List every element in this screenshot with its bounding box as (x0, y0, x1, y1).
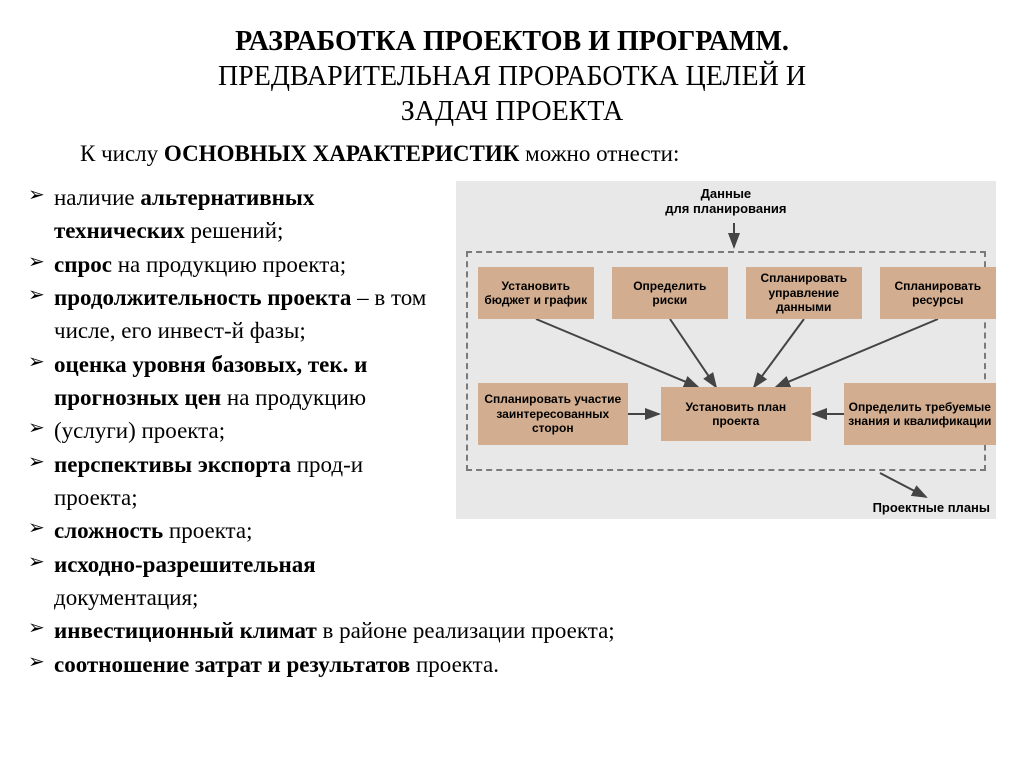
bullet-item: (услуги) проекта; (28, 414, 446, 447)
planning-flowchart: Данныедля планирования Установить бюджет… (456, 181, 996, 519)
intro-bold: ОСНОВНЫХ ХАРАКТЕРИСТИК (164, 141, 520, 166)
flowchart-arrow (880, 473, 926, 497)
title-line-2: ПРЕДВАРИТЕЛЬНАЯ ПРОРАБОТКА ЦЕЛЕЙ И (28, 59, 996, 94)
intro-prefix: К числу (80, 141, 164, 166)
slide-title: РАЗРАБОТКА ПРОЕКТОВ И ПРОГРАММ. ПРЕДВАРИ… (28, 24, 996, 129)
bullet-item: наличие альтернативных технических решен… (28, 181, 446, 248)
bullet-item: оценка уровня базовых, тек. и прогнозных… (28, 348, 446, 415)
flowchart-node: Определить риски (612, 267, 728, 319)
flowchart-node: Определить требуемые знания и квалификац… (844, 383, 996, 445)
content-row: наличие альтернативных технических решен… (28, 181, 996, 614)
title-line-3: ЗАДАЧ ПРОЕКТА (28, 94, 996, 129)
bullet-list-left: наличие альтернативных технических решен… (28, 181, 446, 614)
bullet-item: продолжительность проекта – в том числе,… (28, 281, 446, 348)
bullet-item: сложность проекта; (28, 514, 446, 547)
bullet-item: инвестиционный климат в районе реализаци… (28, 614, 996, 647)
intro-text: К числу ОСНОВНЫХ ХАРАКТЕРИСТИК можно отн… (80, 141, 996, 167)
flowchart-node: Спланировать участие заинтересованных ст… (478, 383, 628, 445)
bullet-item: перспективы экспорта прод-и проекта; (28, 448, 446, 515)
bullet-item: спрос на продукцию проекта; (28, 248, 446, 281)
title-line-1: РАЗРАБОТКА ПРОЕКТОВ И ПРОГРАММ. (28, 24, 996, 59)
bullet-item: соотношение затрат и результатов проекта… (28, 648, 996, 681)
bullet-list-trail: инвестиционный климат в районе реализаци… (28, 614, 996, 681)
flowchart-node: Спланировать ресурсы (880, 267, 996, 319)
bullet-item: исходно-разрешительная документация; (28, 548, 446, 615)
flowchart-node: Установить план проекта (661, 387, 811, 441)
flowchart-node: Установить бюджет и график (478, 267, 594, 319)
diagram-output-label: Проектные планы (873, 500, 990, 515)
diagram-top-label: Данныедля планирования (456, 187, 996, 217)
diagram-top-label-text: Данныедля планирования (665, 186, 786, 216)
flowchart-node: Спланировать управление данными (746, 267, 862, 319)
intro-suffix: можно отнести: (519, 141, 679, 166)
